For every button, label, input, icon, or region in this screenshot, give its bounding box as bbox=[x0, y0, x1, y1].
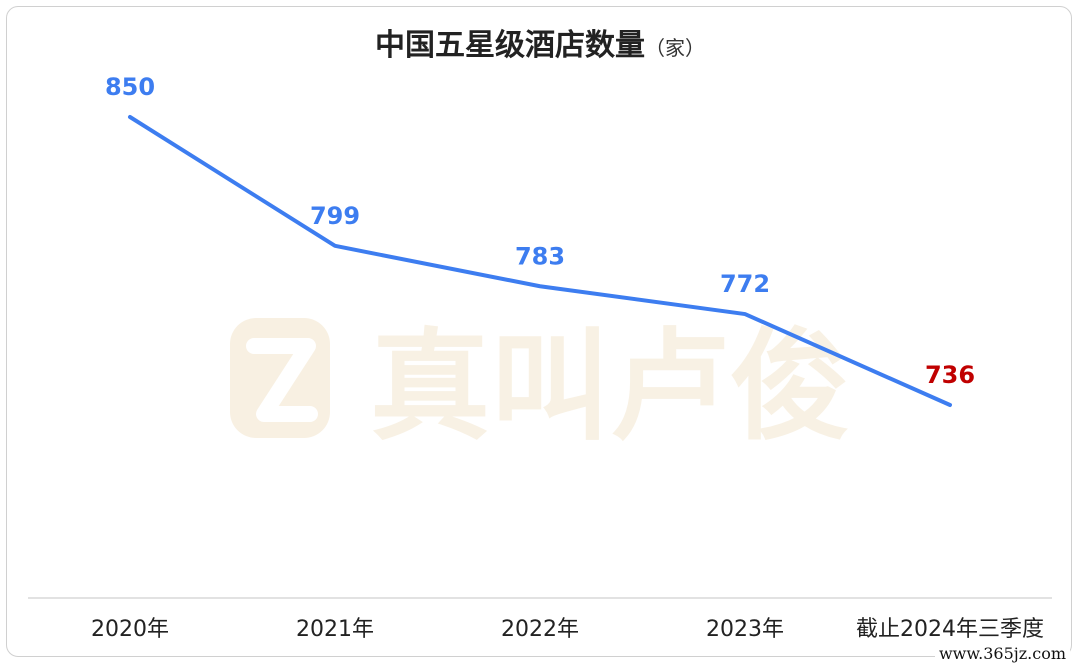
data-label: 772 bbox=[720, 270, 770, 298]
data-label: 799 bbox=[310, 202, 360, 230]
x-tick-label: 2022年 bbox=[501, 617, 579, 642]
chart-title-main: 中国五星级酒店数量 bbox=[375, 28, 645, 63]
data-label: 850 bbox=[105, 73, 155, 101]
x-tick-label: 2020年 bbox=[91, 617, 169, 642]
chart-frame bbox=[6, 6, 1072, 657]
site-mark: www.365jz.com bbox=[934, 644, 1070, 663]
watermark-text: 真叫卢俊 bbox=[370, 318, 850, 457]
watermark: 真叫卢俊 bbox=[230, 318, 850, 457]
data-labels: 850 799 783 772 736 bbox=[105, 73, 975, 389]
x-tick-label: 2021年 bbox=[296, 617, 374, 642]
z-logo-icon bbox=[230, 318, 330, 438]
data-label: 783 bbox=[515, 242, 565, 270]
x-tick-labels: 2020年 2021年 2022年 2023年 截止2024年三季度 bbox=[91, 617, 1044, 642]
series-line bbox=[128, 115, 952, 407]
chart-title-unit: （家） bbox=[645, 36, 705, 60]
chart-title: 中国五星级酒店数量（家） bbox=[375, 28, 705, 63]
x-tick-label: 2023年 bbox=[706, 617, 784, 642]
data-label: 736 bbox=[925, 361, 975, 389]
x-tick-label: 截止2024年三季度 bbox=[856, 617, 1044, 642]
drop-lines bbox=[129, 117, 951, 578]
